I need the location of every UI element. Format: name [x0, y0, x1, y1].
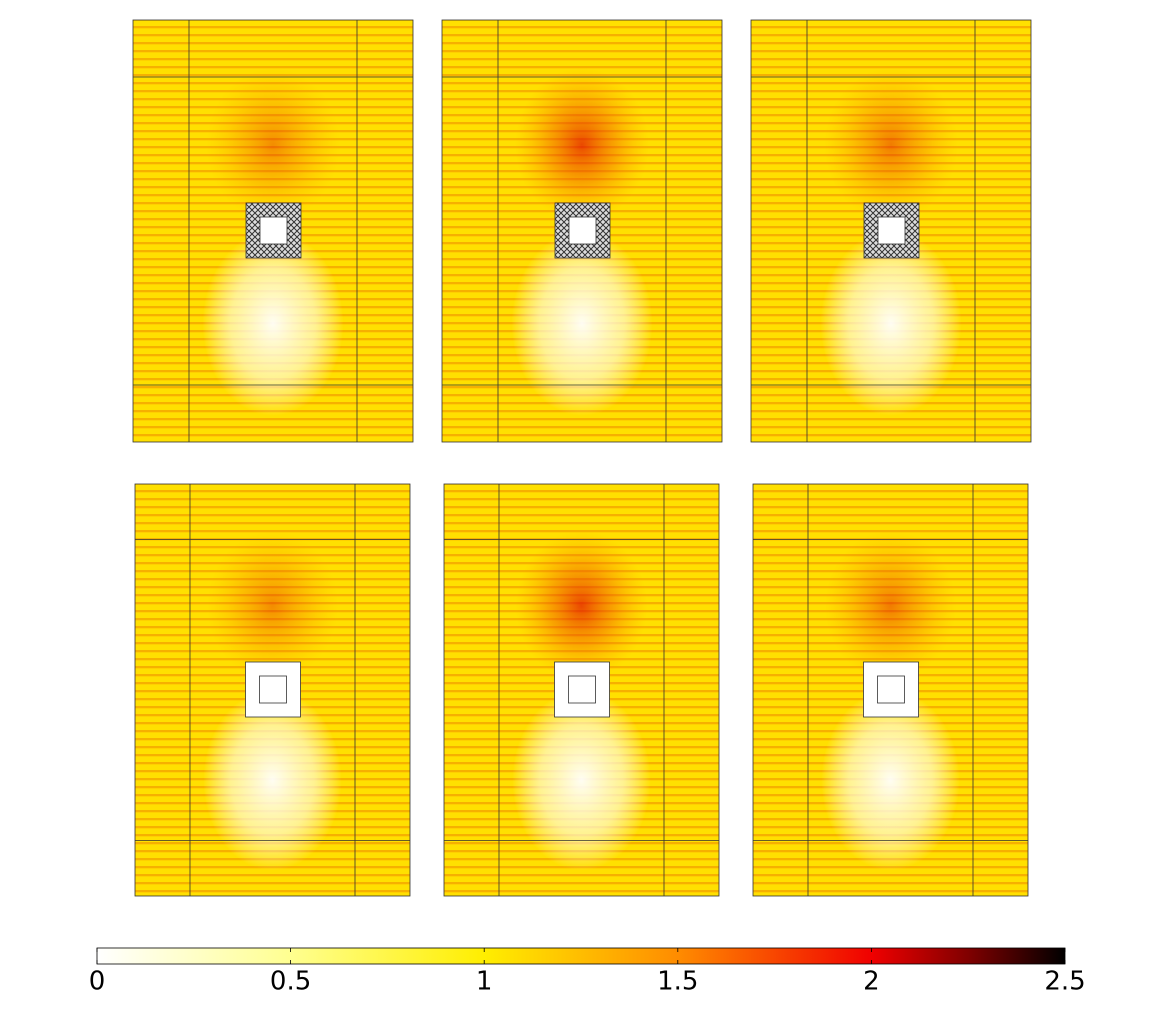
cloak-inner	[877, 216, 906, 245]
hot-zone	[205, 67, 341, 222]
colorbar-tick-label: 1	[476, 967, 493, 997]
hot-zone	[514, 67, 650, 222]
frame	[132, 19, 414, 443]
shadow-zone	[512, 690, 651, 871]
cloak-inner	[259, 675, 287, 704]
frame	[441, 19, 723, 443]
colorbar-ticks: 0 0.5 1 1.5 2 2.5	[89, 948, 1086, 997]
hot-zone	[824, 530, 957, 681]
frame	[752, 483, 1029, 897]
colorbar	[96, 947, 1066, 965]
hot-zone	[206, 530, 339, 681]
colorbar-tick-label: 0	[89, 967, 106, 997]
panel	[132, 19, 414, 443]
panel	[441, 19, 723, 443]
frame	[443, 483, 720, 897]
panel	[443, 483, 720, 897]
hot-zone	[823, 67, 959, 222]
field-panels	[132, 19, 1032, 897]
shadow-zone	[202, 231, 344, 416]
cloak-inner	[877, 675, 905, 704]
panel	[134, 483, 411, 897]
hot-zone	[515, 530, 648, 681]
cloak-inner	[568, 216, 597, 245]
shadow-zone	[821, 690, 960, 871]
colorbar-tick-label: 2.5	[1044, 967, 1085, 997]
colorbar-tick-label: 1.5	[657, 967, 698, 997]
colorbar-tick-label: 2	[863, 967, 880, 997]
shadow-zone	[511, 231, 653, 416]
colorbar-tick-label: 0.5	[270, 967, 311, 997]
shadow-zone	[820, 231, 962, 416]
cloak-inner	[259, 216, 288, 245]
shadow-zone	[203, 690, 342, 871]
frame	[750, 19, 1032, 443]
frame	[134, 483, 411, 897]
cloak-inner	[568, 675, 596, 704]
panel	[750, 19, 1032, 443]
panel	[752, 483, 1029, 897]
